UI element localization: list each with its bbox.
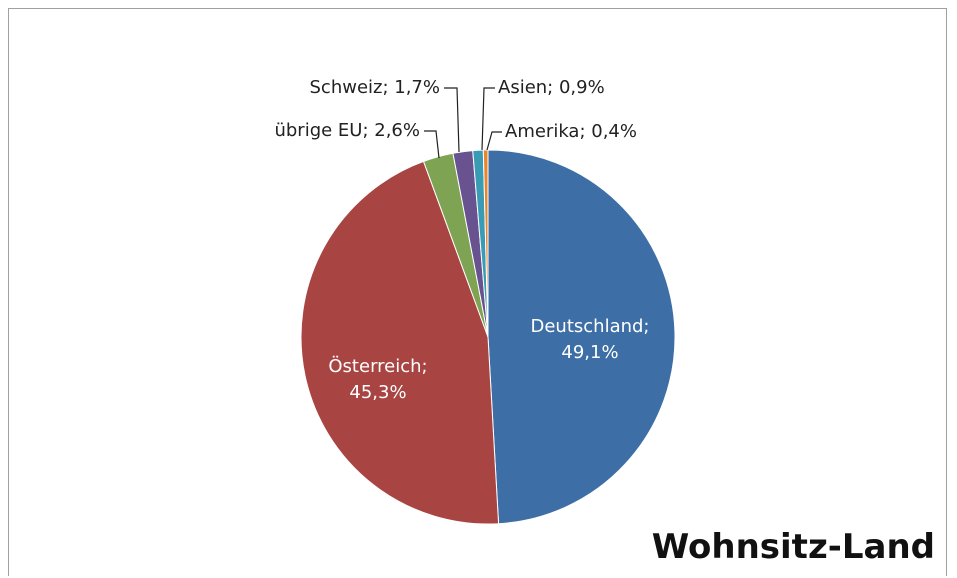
data-label: Deutschland; 49,1% (530, 316, 650, 363)
data-label: Asien; 0,9% (498, 77, 605, 98)
leader-line (486, 131, 502, 151)
data-label: übrige EU; 2,6% (274, 120, 420, 141)
data-label: Amerika; 0,4% (505, 121, 637, 142)
chart-frame (8, 8, 947, 576)
leader-line (481, 87, 495, 151)
leader-line (444, 87, 460, 153)
data-label: Schweiz; 1,7% (309, 77, 441, 98)
chart-title: Wohnsitz-Land (651, 527, 935, 567)
pie-slice (482, 149, 489, 338)
pie-slice (300, 160, 500, 525)
pie-slice (487, 149, 676, 525)
data-label: Österreich; 45,3% (328, 356, 428, 403)
leader-line (424, 130, 440, 159)
